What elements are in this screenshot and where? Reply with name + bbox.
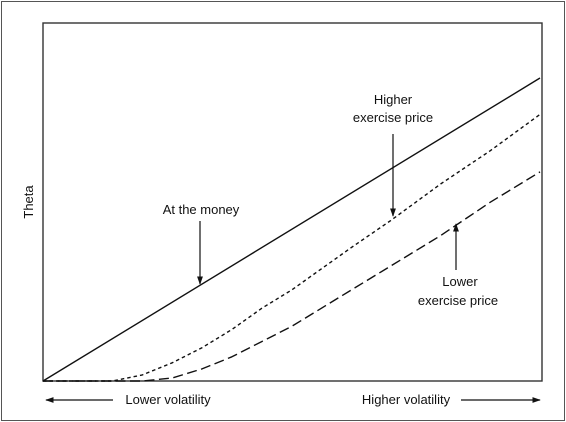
y-axis-label: Theta bbox=[21, 185, 36, 219]
label-higher-line2: exercise price bbox=[353, 110, 433, 125]
at-the-money-line bbox=[42, 77, 541, 382]
x-label-right: Higher volatility bbox=[362, 392, 451, 407]
label-lower-line2: exercise price bbox=[418, 293, 498, 308]
label-higher-line1: Higher bbox=[374, 92, 413, 107]
series-layer bbox=[42, 77, 541, 382]
higher-exercise-price-line bbox=[43, 113, 541, 382]
plot-frame bbox=[42, 22, 543, 382]
x-label-left: Lower volatility bbox=[125, 392, 211, 407]
label-lower-line1: Lower bbox=[442, 274, 478, 289]
annotation-arrows bbox=[197, 134, 459, 285]
label-at-money: At the money bbox=[163, 202, 240, 217]
